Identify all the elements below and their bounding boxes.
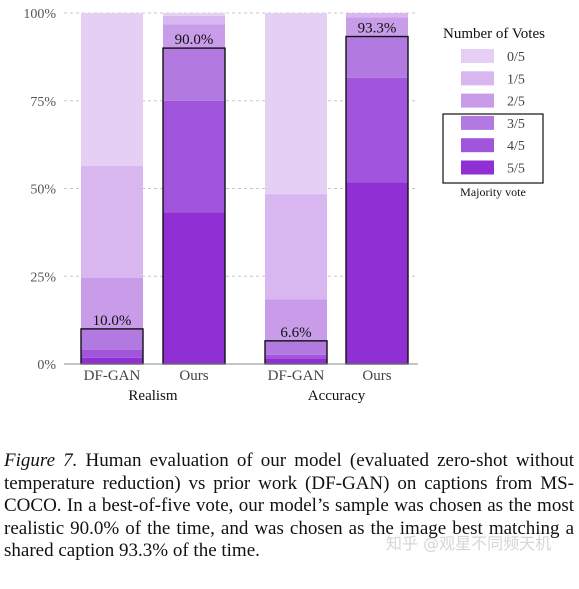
legend-entry-label: 4/5 <box>507 139 525 154</box>
bar-segment-2-of-5 <box>81 277 143 329</box>
y-tick-label: 0% <box>37 358 56 373</box>
x-tick-label: DF-GAN <box>84 368 141 384</box>
bar-segment-1-of-5 <box>265 194 327 300</box>
watermark: 知乎 @观星不同频天机 <box>386 534 552 553</box>
legend-title: Number of Votes <box>443 26 545 42</box>
bar-segment-0-of-5 <box>81 13 143 167</box>
legend-swatch <box>461 93 494 108</box>
bar-segment-1-of-5 <box>163 15 225 25</box>
bar-segment-4-of-5 <box>163 100 225 213</box>
stacked-bar-chart: 0%25%50%75%100%10.0%DF-GAN90.0%OursReali… <box>23 7 545 404</box>
bar-segment-3-of-5 <box>163 48 225 101</box>
majority-data-label: 90.0% <box>175 32 214 48</box>
legend-majority-box <box>442 113 544 184</box>
caption-text: Human evaluation of our model (evaluated… <box>4 450 574 562</box>
legend-swatch <box>461 160 494 175</box>
legend-swatch <box>461 115 494 130</box>
majority-data-label: 10.0% <box>93 313 132 329</box>
group-label: Realism <box>128 388 177 404</box>
bar-segment-5-of-5 <box>265 358 327 364</box>
figure-caption: Figure 7. Human evaluation of our model … <box>4 450 574 563</box>
bar-segment-5-of-5 <box>81 357 143 364</box>
bar-segment-4-of-5 <box>81 349 143 358</box>
legend-entry-label: 0/5 <box>507 50 525 65</box>
legend-majority-note: Majority vote <box>460 185 526 199</box>
x-tick-label: DF-GAN <box>268 368 325 384</box>
x-tick-label: Ours <box>179 368 208 384</box>
y-tick-label: 50% <box>30 183 56 198</box>
y-tick-label: 100% <box>23 7 56 22</box>
bar-segment-2-of-5 <box>346 17 408 37</box>
legend-entry-label: 1/5 <box>507 72 525 87</box>
legend-entry-label: 3/5 <box>507 117 525 132</box>
bar-segment-3-of-5 <box>265 340 327 355</box>
bar-segment-0-of-5 <box>265 13 327 195</box>
bar-segment-3-of-5 <box>81 328 143 350</box>
bar-segment-2-of-5 <box>163 24 225 49</box>
bar-segment-4-of-5 <box>265 354 327 359</box>
y-tick-label: 25% <box>30 270 56 285</box>
bar-segment-4-of-5 <box>346 77 408 183</box>
y-tick-label: 75% <box>30 95 56 110</box>
bar-segment-2-of-5 <box>265 299 327 341</box>
majority-data-label: 6.6% <box>280 325 311 341</box>
bar-segment-1-of-5 <box>346 13 408 18</box>
bar-segment-5-of-5 <box>346 182 408 364</box>
bar-segment-0-of-5 <box>163 13 225 16</box>
legend-entry-label: 2/5 <box>507 95 525 110</box>
bar-segment-5-of-5 <box>163 212 225 364</box>
bar-segment-3-of-5 <box>346 36 408 78</box>
legend-swatch <box>461 138 494 153</box>
legend-swatch <box>461 71 494 86</box>
caption-label: Figure 7. <box>4 450 78 471</box>
legend-swatch <box>461 49 494 63</box>
bar-segment-1-of-5 <box>81 166 143 278</box>
legend-entry-label: 5/5 <box>507 162 525 177</box>
group-label: Accuracy <box>308 388 366 404</box>
x-tick-label: Ours <box>362 368 391 384</box>
majority-data-label: 93.3% <box>358 21 397 37</box>
